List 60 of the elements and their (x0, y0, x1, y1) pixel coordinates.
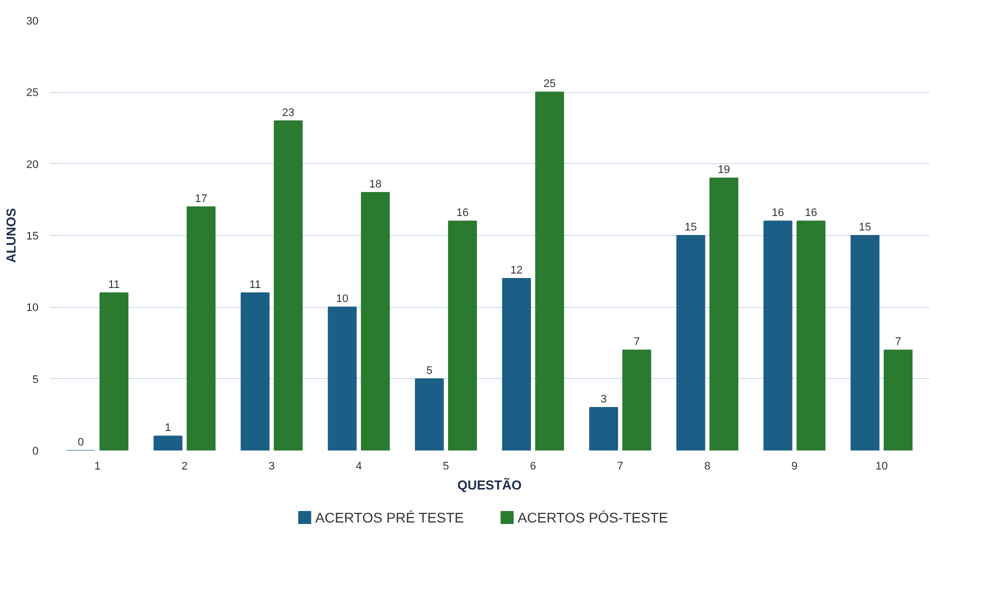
bar (763, 220, 792, 450)
bar (535, 92, 564, 450)
bar (414, 378, 444, 450)
x-tick-label: 6 (530, 460, 536, 472)
x-tick-label: 2 (181, 460, 188, 472)
x-tick-label: 3 (268, 460, 275, 472)
data-label: 25 (544, 78, 556, 90)
data-label: 10 (336, 293, 348, 306)
bar (240, 292, 270, 450)
x-tick-label: 5 (442, 460, 449, 472)
x-tick-label: 1 (94, 460, 100, 472)
x-tick-label: 8 (704, 460, 710, 472)
bar (186, 206, 216, 450)
bar (850, 235, 880, 450)
data-label: 7 (895, 336, 902, 348)
bar (154, 436, 182, 450)
y-tick-label: 20 (26, 158, 39, 171)
bar (274, 120, 303, 450)
bar (360, 192, 390, 450)
data-label: 17 (194, 192, 208, 205)
data-label: 23 (282, 106, 294, 119)
data-label: 15 (858, 222, 872, 234)
data-label: 18 (369, 178, 382, 190)
legend-label: ACERTOS PÓS-TESTE (518, 510, 668, 526)
bar (100, 292, 128, 450)
y-tick-label: 30 (26, 16, 39, 28)
data-label: 19 (718, 164, 730, 176)
y-tick-label: 10 (26, 302, 39, 314)
x-tick-label: 4 (356, 460, 362, 472)
data-label: 7 (634, 336, 640, 348)
bar (502, 278, 531, 450)
y-axis-title: ALUNOS (3, 208, 18, 263)
data-label: 12 (510, 264, 523, 276)
y-tick-label: 5 (32, 374, 39, 386)
bar (622, 350, 652, 450)
data-label: 15 (684, 222, 697, 234)
y-tick-label: 0 (32, 446, 39, 458)
bar (796, 220, 826, 450)
data-label: 16 (772, 207, 784, 220)
data-label: 5 (426, 364, 432, 377)
x-axis-title: QUESTÃO (457, 478, 522, 492)
bar (884, 350, 913, 450)
data-label: 0 (78, 436, 84, 448)
y-tick-label: 25 (26, 87, 39, 100)
data-label: 1 (164, 422, 172, 434)
y-tick-label: 15 (26, 230, 39, 242)
data-label: 11 (108, 278, 120, 291)
x-tick-label: 7 (617, 460, 624, 472)
data-label: 11 (249, 278, 261, 291)
data-label: 16 (456, 207, 469, 220)
data-label: 3 (600, 394, 607, 406)
bar (328, 306, 357, 450)
bar (709, 178, 738, 450)
data-label: 16 (804, 207, 818, 220)
bar (589, 407, 618, 450)
x-tick-label: 10 (875, 460, 888, 472)
bar (448, 220, 477, 450)
x-tick-label: 9 (791, 460, 798, 472)
bar (676, 235, 706, 450)
legend-label: ACERTOS PRÉ TESTE (315, 510, 464, 526)
